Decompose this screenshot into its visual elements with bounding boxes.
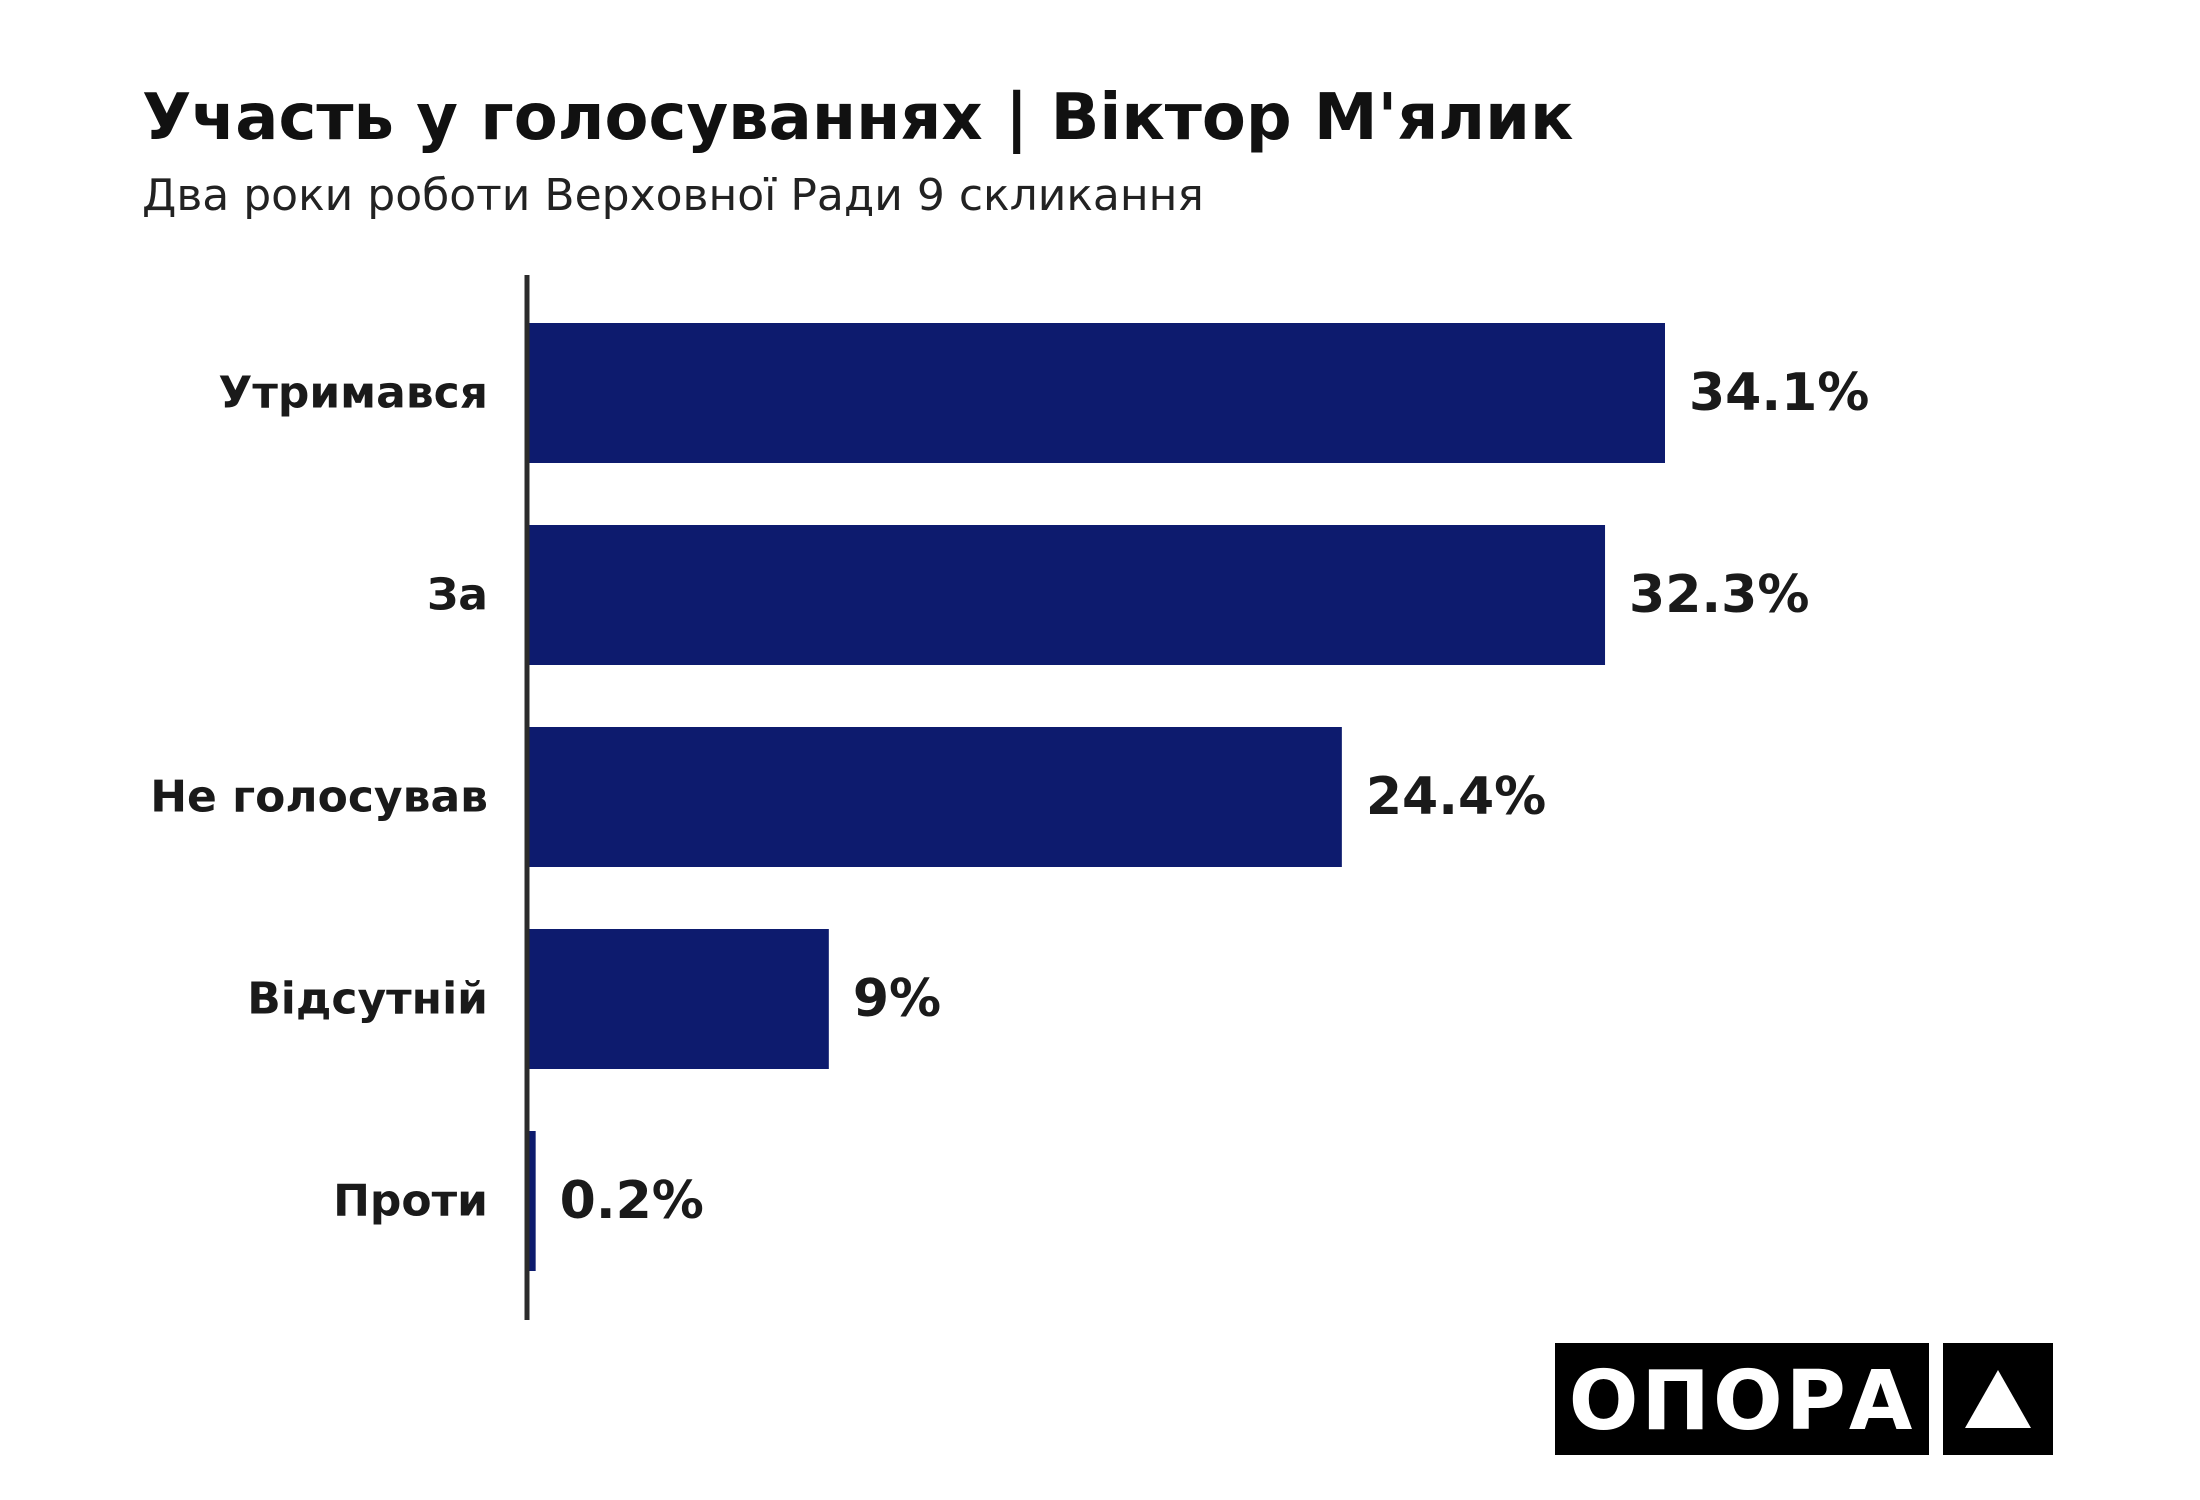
triangle-icon [1943,1343,2053,1455]
bar-0 [529,323,1665,463]
triangle-icon-shape [1965,1370,2031,1428]
value-label-4: 0.2% [560,1171,704,1231]
bar-1 [529,525,1606,665]
category-label-3: Відсутній [247,974,488,1025]
logo-wordmark: ОПОРА [1555,1343,1929,1455]
chart-subtitle: Два роки роботи Верховної Ради 9 скликан… [142,170,1204,221]
bar-3 [529,929,829,1069]
chart-title: Участь у голосуваннях | Віктор М'ялик [142,81,1574,155]
value-label-1: 32.3% [1629,565,1809,625]
bar-2 [529,727,1342,867]
category-label-4: Проти [333,1176,488,1227]
value-label-3: 9% [853,969,941,1029]
labels-layer: Утримався 34.1% За 32.3% Не голосував 24.4% Ві… [150,363,1869,1231]
value-label-2: 24.4% [1366,767,1546,827]
opora-logo: ОПОРА [1555,1343,2053,1455]
category-label-2: Не голосував [150,772,488,823]
value-label-0: 34.1% [1689,363,1869,423]
category-label-0: Утримався [218,368,488,419]
bar-4 [529,1131,536,1271]
category-label-1: За [427,570,488,621]
bars-layer [529,323,1665,1271]
